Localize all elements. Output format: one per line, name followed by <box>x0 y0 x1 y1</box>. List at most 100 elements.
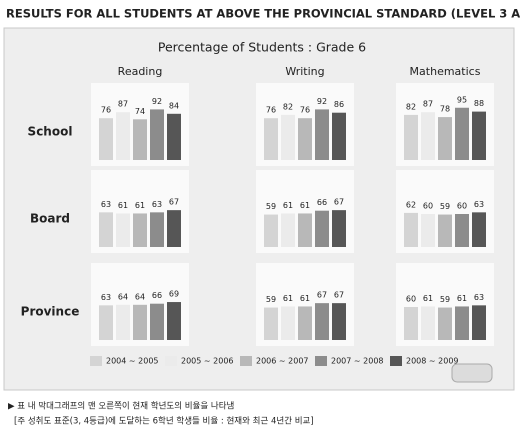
bar <box>167 113 181 160</box>
bar <box>438 117 452 160</box>
bar <box>438 214 452 247</box>
bar <box>315 109 329 160</box>
column-label: Reading <box>118 65 163 78</box>
value-label: 64 <box>118 292 128 301</box>
bar <box>315 210 329 247</box>
value-label: 95 <box>457 95 467 104</box>
bar <box>133 304 147 340</box>
value-label: 92 <box>317 97 327 106</box>
value-label: 59 <box>440 295 450 304</box>
legend-swatch <box>240 356 252 366</box>
value-label: 76 <box>266 106 276 115</box>
legend-label: 2007 ~ 2008 <box>331 357 384 366</box>
value-label: 59 <box>266 295 276 304</box>
value-label: 88 <box>474 99 484 108</box>
legend-label: 2008 ~ 2009 <box>406 357 459 366</box>
value-label: 61 <box>118 201 128 210</box>
value-label: 74 <box>135 107 145 116</box>
legend-label: 2005 ~ 2006 <box>181 357 234 366</box>
value-label: 59 <box>266 202 276 211</box>
value-label: 69 <box>169 290 179 299</box>
bar <box>264 214 278 247</box>
bar <box>472 212 486 247</box>
bar <box>421 306 435 340</box>
bar <box>133 119 147 160</box>
row-label: Province <box>21 305 80 319</box>
value-label: 92 <box>152 97 162 106</box>
bar <box>133 213 147 247</box>
bar <box>281 213 295 247</box>
bar <box>150 303 164 340</box>
value-label: 76 <box>300 106 310 115</box>
value-label: 67 <box>334 198 344 207</box>
value-label: 63 <box>474 293 484 302</box>
value-label: 61 <box>135 201 145 210</box>
bar <box>99 305 113 340</box>
value-label: 64 <box>135 292 145 301</box>
column-label: Mathematics <box>410 65 481 78</box>
value-label: 63 <box>474 200 484 209</box>
value-label: 61 <box>283 294 293 303</box>
header: RESULTS FOR ALL STUDENTS AT ABOVE THE PR… <box>6 7 520 21</box>
bar <box>116 213 130 247</box>
legend-label: 2006 ~ 2007 <box>256 357 309 366</box>
legend-swatch <box>90 356 102 366</box>
value-label: 66 <box>317 198 327 207</box>
bar <box>421 112 435 160</box>
value-label: 62 <box>406 200 416 209</box>
bar <box>298 306 312 340</box>
value-label: 61 <box>423 294 433 303</box>
bar <box>264 307 278 340</box>
value-label: 60 <box>423 202 433 211</box>
value-label: 86 <box>334 100 344 109</box>
note: [주 성취도 표준(3, 4등급)에 도달하는 6학년 학생들 비율 : 현재와… <box>14 416 314 427</box>
bar <box>281 114 295 160</box>
legend-swatch <box>165 356 177 366</box>
value-label: 63 <box>101 293 111 302</box>
bar <box>264 118 278 160</box>
value-label: 66 <box>152 291 162 300</box>
bar <box>404 307 418 340</box>
bar <box>455 306 469 340</box>
bar <box>116 112 130 160</box>
bar <box>332 303 346 340</box>
chart-title: Percentage of Students : Grade 6 <box>158 40 366 55</box>
value-label: 87 <box>423 100 433 109</box>
note: ▶ 표 내 막대그래프의 맨 오른쪽이 현재 학년도의 비율을 나타냄 <box>8 401 234 412</box>
value-label: 60 <box>457 202 467 211</box>
value-label: 59 <box>440 202 450 211</box>
value-label: 82 <box>406 102 416 111</box>
value-label: 61 <box>457 294 467 303</box>
legend-swatch <box>315 356 327 366</box>
bar <box>455 214 469 247</box>
bar <box>99 118 113 160</box>
bar <box>472 111 486 160</box>
legend-swatch <box>390 356 402 366</box>
bar <box>455 107 469 160</box>
bar <box>167 210 181 247</box>
value-label: 67 <box>334 291 344 300</box>
value-label: 67 <box>317 291 327 300</box>
bar <box>472 305 486 340</box>
bar <box>332 210 346 247</box>
value-label: 78 <box>440 105 450 114</box>
bar <box>281 306 295 340</box>
value-label: 84 <box>169 101 179 110</box>
value-label: 63 <box>101 200 111 209</box>
bar <box>298 213 312 247</box>
row-label: School <box>28 125 73 139</box>
value-label: 76 <box>101 106 111 115</box>
bar <box>150 212 164 247</box>
scroll-handle[interactable] <box>451 363 493 383</box>
value-label: 63 <box>152 200 162 209</box>
bar <box>315 303 329 340</box>
row-label: Board <box>30 212 70 226</box>
column-label: Writing <box>285 65 324 78</box>
bar <box>116 304 130 340</box>
legend-label: 2004 ~ 2005 <box>106 357 159 366</box>
bar <box>150 109 164 160</box>
value-label: 61 <box>283 201 293 210</box>
bar <box>404 212 418 247</box>
bar <box>99 212 113 247</box>
